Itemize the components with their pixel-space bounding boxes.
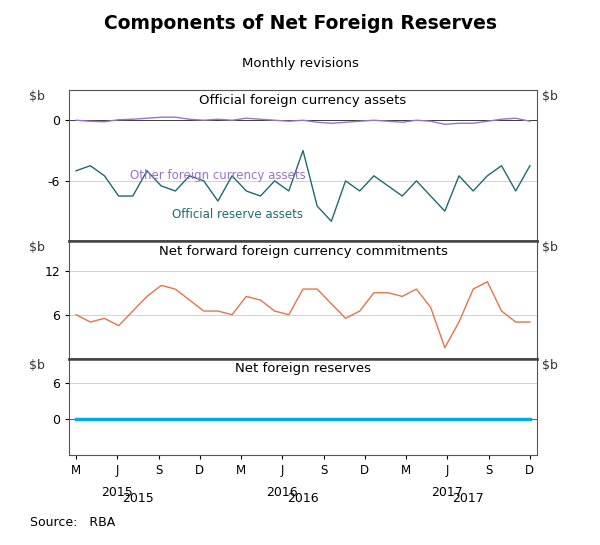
Text: 2017: 2017 <box>431 486 463 499</box>
Text: Source:   RBA: Source: RBA <box>30 516 115 529</box>
Text: 2015: 2015 <box>122 492 154 505</box>
Text: Monthly revisions: Monthly revisions <box>242 57 358 70</box>
Text: 2015: 2015 <box>101 486 133 499</box>
Text: Net foreign reserves: Net foreign reserves <box>235 361 371 374</box>
Text: $b: $b <box>29 359 45 372</box>
Text: 2016: 2016 <box>287 492 319 505</box>
Text: $b: $b <box>542 90 558 103</box>
Text: $b: $b <box>542 359 558 372</box>
Text: Official foreign currency assets: Official foreign currency assets <box>199 94 407 107</box>
Text: $b: $b <box>29 241 45 255</box>
Text: Components of Net Foreign Reserves: Components of Net Foreign Reserves <box>104 14 497 33</box>
Text: Official reserve assets: Official reserve assets <box>172 208 303 221</box>
Text: Other foreign currency assets: Other foreign currency assets <box>130 169 305 181</box>
Text: 2016: 2016 <box>266 486 298 499</box>
Text: $b: $b <box>542 241 558 255</box>
Text: 2017: 2017 <box>452 492 484 505</box>
Text: Net forward foreign currency commitments: Net forward foreign currency commitments <box>158 245 448 258</box>
Text: $b: $b <box>29 90 45 103</box>
